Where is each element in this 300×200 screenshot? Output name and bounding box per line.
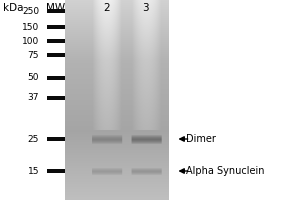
Bar	[46, 137, 64, 141]
Text: 15: 15	[28, 166, 39, 176]
Text: 100: 100	[22, 36, 39, 46]
Bar	[46, 76, 64, 80]
Text: 250: 250	[22, 6, 39, 16]
Bar	[46, 39, 64, 43]
Bar	[46, 9, 64, 13]
Text: kDa: kDa	[3, 3, 23, 13]
Text: Dimer: Dimer	[186, 134, 216, 144]
Text: 50: 50	[28, 73, 39, 82]
Text: MW: MW	[46, 3, 65, 13]
Text: Alpha Synuclein: Alpha Synuclein	[186, 166, 265, 176]
Bar	[46, 25, 64, 29]
Text: 3: 3	[142, 3, 149, 13]
Text: 37: 37	[28, 94, 39, 102]
Bar	[46, 96, 64, 100]
Bar	[46, 169, 64, 173]
Bar	[46, 53, 64, 57]
Text: 75: 75	[28, 50, 39, 60]
Text: 150: 150	[22, 22, 39, 31]
Text: 25: 25	[28, 134, 39, 144]
Bar	[64, 0, 168, 200]
Text: 2: 2	[103, 3, 110, 13]
